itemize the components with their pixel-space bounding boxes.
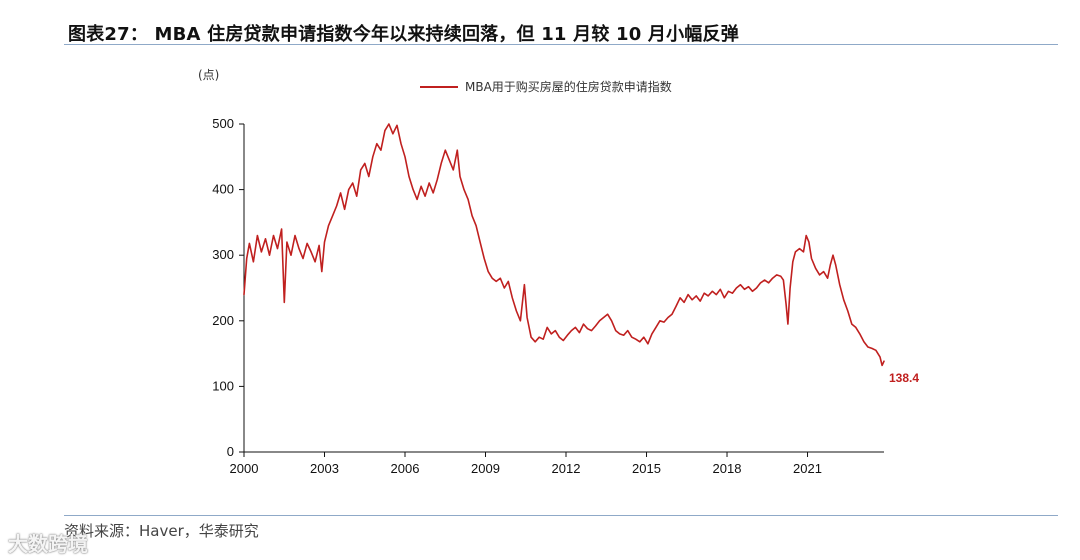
bottom-divider <box>64 515 1058 516</box>
y-tick-label: 300 <box>212 247 234 262</box>
series-line <box>243 123 885 367</box>
y-axis-ticks: 0 100 200 300 400 500 <box>212 116 244 459</box>
x-axis-ticks: 2000 2003 2006 2009 2012 2015 2018 2021 <box>230 452 822 476</box>
x-tick-label: 2009 <box>471 461 500 476</box>
x-tick-label: 2021 <box>793 461 822 476</box>
x-tick-label: 2000 <box>230 461 259 476</box>
y-tick-label: 0 <box>227 444 234 459</box>
y-tick-label: 100 <box>212 378 234 393</box>
x-tick-label: 2012 <box>552 461 581 476</box>
y-axis-unit-label: (点) <box>198 68 219 82</box>
page-title: 图表27： MBA 住房贷款申请指数今年以来持续回落，但 11 月较 10 月小… <box>68 24 739 45</box>
y-tick-label: 500 <box>212 116 234 131</box>
x-tick-label: 2003 <box>310 461 339 476</box>
x-tick-label: 2018 <box>713 461 742 476</box>
x-tick-label: 2006 <box>391 461 420 476</box>
y-tick-label: 200 <box>212 313 234 328</box>
y-tick-label: 400 <box>212 182 234 197</box>
watermark-text: 大数跨境 <box>8 532 88 556</box>
end-value-label: 138.4 <box>889 371 919 385</box>
source-note: 资料来源：Haver，华泰研究 <box>64 522 259 540</box>
x-tick-label: 2015 <box>632 461 661 476</box>
top-divider <box>64 44 1058 45</box>
legend-label: MBA用于购买房屋的住房贷款申请指数 <box>465 79 672 94</box>
